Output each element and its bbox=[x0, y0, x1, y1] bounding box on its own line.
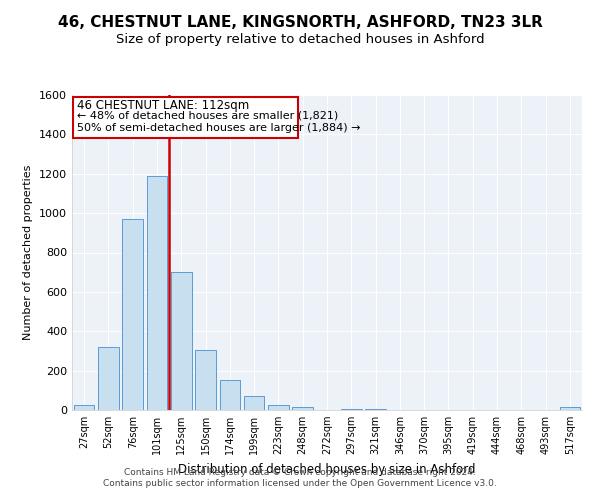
Bar bbox=[365, 409, 386, 410]
Text: Contains HM Land Registry data © Crown copyright and database right 2024.
Contai: Contains HM Land Registry data © Crown c… bbox=[103, 468, 497, 487]
Bar bbox=[341, 409, 362, 410]
X-axis label: Distribution of detached houses by size in Ashford: Distribution of detached houses by size … bbox=[178, 462, 476, 475]
Bar bbox=[98, 347, 119, 410]
Bar bbox=[195, 350, 216, 410]
Bar bbox=[268, 405, 289, 410]
Text: ← 48% of detached houses are smaller (1,821): ← 48% of detached houses are smaller (1,… bbox=[77, 111, 338, 120]
Bar bbox=[292, 407, 313, 410]
Bar bbox=[171, 272, 191, 410]
FancyBboxPatch shape bbox=[73, 97, 298, 138]
Bar bbox=[74, 405, 94, 410]
Bar bbox=[220, 380, 240, 410]
Text: Size of property relative to detached houses in Ashford: Size of property relative to detached ho… bbox=[116, 32, 484, 46]
Bar bbox=[122, 219, 143, 410]
Text: 50% of semi-detached houses are larger (1,884) →: 50% of semi-detached houses are larger (… bbox=[77, 122, 361, 132]
Bar bbox=[560, 407, 580, 410]
Text: 46 CHESTNUT LANE: 112sqm: 46 CHESTNUT LANE: 112sqm bbox=[77, 99, 249, 112]
Text: 46, CHESTNUT LANE, KINGSNORTH, ASHFORD, TN23 3LR: 46, CHESTNUT LANE, KINGSNORTH, ASHFORD, … bbox=[58, 15, 542, 30]
Y-axis label: Number of detached properties: Number of detached properties bbox=[23, 165, 34, 340]
Bar bbox=[146, 176, 167, 410]
Bar bbox=[244, 396, 265, 410]
